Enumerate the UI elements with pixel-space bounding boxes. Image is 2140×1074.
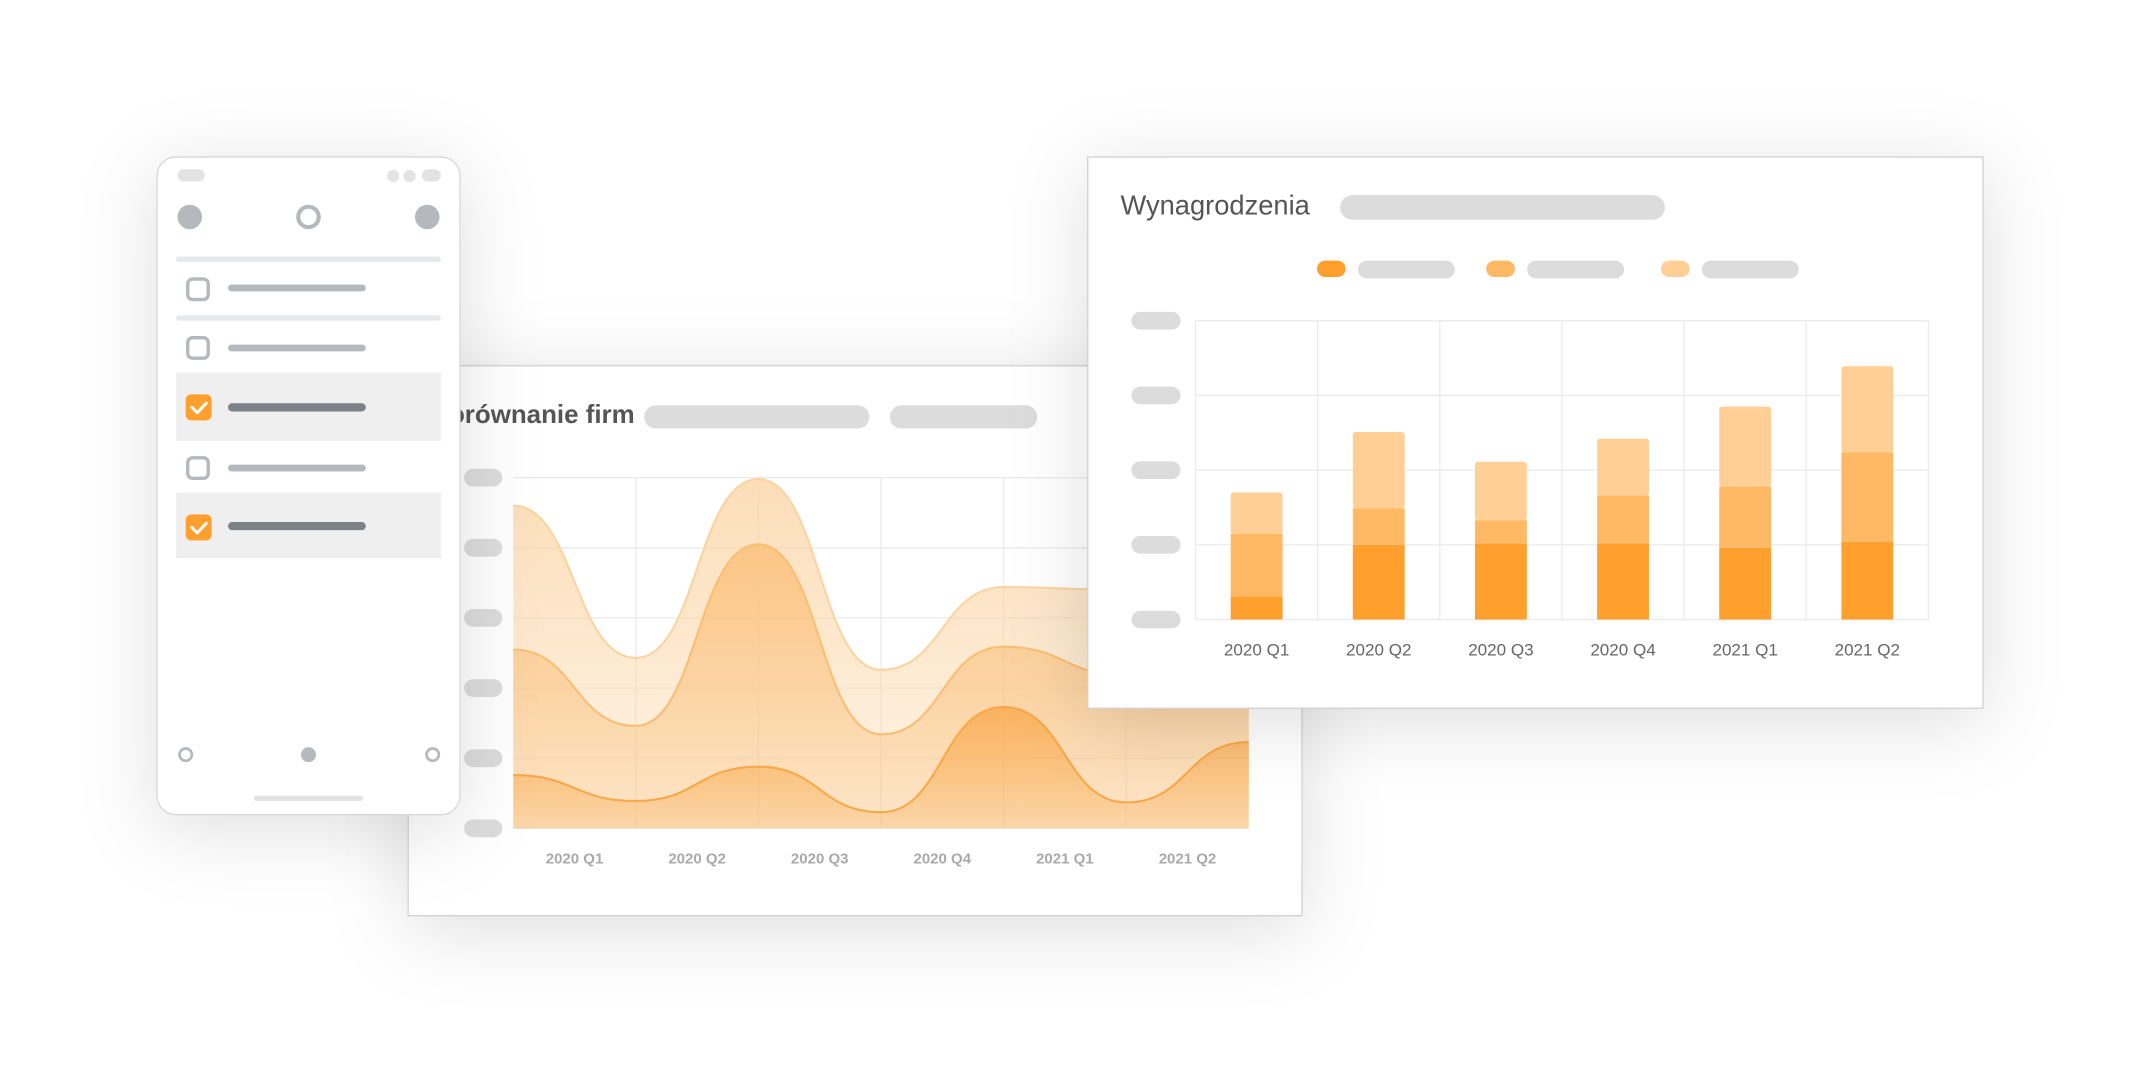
y-tick-placeholder — [1131, 386, 1181, 405]
x-tick-label: 2021 Q1 — [1036, 851, 1094, 868]
y-tick-placeholder — [464, 609, 503, 627]
y-tick-placeholder — [464, 468, 503, 487]
bar-segment — [1719, 486, 1772, 548]
tab-icon[interactable] — [414, 204, 440, 230]
plot: 2020 Q1 2020 Q2 2020 Q3 2020 Q4 2021 Q1 2021 … — [1131, 311, 1930, 659]
phone — [156, 156, 461, 816]
x-tick-label: 2020 Q2 — [668, 851, 726, 868]
bar-segment — [1474, 543, 1527, 620]
y-tick-placeholder — [1131, 610, 1181, 629]
checkbox[interactable] — [186, 336, 210, 360]
status-dot — [386, 169, 400, 183]
bar-segment — [1474, 520, 1527, 544]
x-tick-label: 2020 Q1 — [1224, 640, 1289, 659]
x-tick-label: 2021 Q2 — [1835, 640, 1900, 659]
area — [513, 707, 1249, 829]
legend-swatch — [1660, 260, 1690, 278]
bar-segment — [1841, 541, 1894, 620]
line — [513, 705, 1249, 814]
bar-segment — [1230, 492, 1283, 534]
plot: 2020 Q1 2020 Q2 2020 Q3 2020 Q4 2021 Q1 2021 … — [464, 468, 1249, 868]
x-tick-label: 2020 Q2 — [1346, 640, 1411, 659]
bar-segment — [1352, 544, 1405, 620]
legend-placeholder — [1701, 260, 1799, 279]
legend — [1317, 260, 1799, 279]
y-tick-placeholder — [1131, 535, 1181, 554]
checkbox[interactable] — [186, 456, 210, 481]
bar-segment — [1841, 452, 1894, 542]
chart-title: Wynagrodzenia — [1120, 190, 1310, 221]
placeholder — [227, 284, 366, 292]
home-bar — [253, 795, 364, 802]
checkbox-checked[interactable] — [185, 514, 212, 541]
placeholder — [227, 464, 366, 472]
bar-segment — [1352, 432, 1405, 509]
legend-swatch — [1317, 260, 1346, 278]
bar-segment — [1230, 596, 1283, 620]
status-dot — [421, 169, 441, 182]
x-tick-label: 2020 Q3 — [1468, 640, 1533, 659]
bar-segment — [1597, 495, 1649, 544]
bar-segment — [1352, 508, 1405, 545]
bar-segment — [1597, 543, 1649, 620]
nav-icon[interactable] — [178, 747, 194, 763]
x-tick-label: 2020 Q4 — [1590, 640, 1655, 659]
x-tick-label: 2021 Q2 — [1159, 851, 1217, 868]
x-tick-label: 2020 Q3 — [791, 851, 849, 868]
x-tick-label: 2021 Q1 — [1712, 640, 1777, 659]
status-dot — [403, 169, 416, 183]
tab-icon[interactable] — [177, 204, 203, 230]
legend-swatch — [1486, 260, 1515, 278]
divider — [176, 315, 441, 321]
placeholder — [227, 521, 366, 531]
y-tick-placeholder — [1131, 311, 1181, 330]
y-tick-placeholder — [464, 749, 503, 768]
bar-segment — [1230, 533, 1283, 597]
placeholder — [177, 169, 205, 182]
x-tick-label: 2020 Q4 — [914, 851, 972, 868]
bar-segment — [1841, 366, 1894, 453]
y-tick-placeholder — [464, 819, 503, 838]
tab-icon[interactable] — [296, 204, 321, 230]
divider — [176, 256, 441, 263]
legend-placeholder — [1357, 260, 1455, 279]
bar-card: Wynagrodzenia 2020 Q1 2020 Q2 2020 Q3 2020 … — [1087, 156, 1984, 709]
bar-segment — [1474, 461, 1527, 521]
y-tick-placeholder — [1131, 461, 1181, 480]
placeholder — [889, 405, 1038, 429]
placeholder — [227, 403, 366, 412]
y-tick-placeholder — [464, 679, 503, 697]
phone-frame — [156, 156, 461, 816]
x-tick-label: 2020 Q1 — [546, 851, 604, 868]
placeholder — [644, 405, 870, 429]
y-tick-placeholder — [464, 538, 503, 557]
nav-icon[interactable] — [425, 747, 441, 763]
nav-icon[interactable] — [301, 747, 317, 763]
legend-placeholder — [1527, 260, 1625, 279]
placeholder — [227, 344, 366, 352]
bar-segment — [1719, 547, 1772, 620]
placeholder — [1340, 195, 1665, 220]
checkbox-checked[interactable] — [185, 394, 212, 421]
bar-segment — [1597, 438, 1649, 496]
checkbox[interactable] — [186, 277, 210, 302]
bar-segment — [1719, 406, 1772, 487]
chart-title: Porównanie firm — [432, 401, 635, 429]
